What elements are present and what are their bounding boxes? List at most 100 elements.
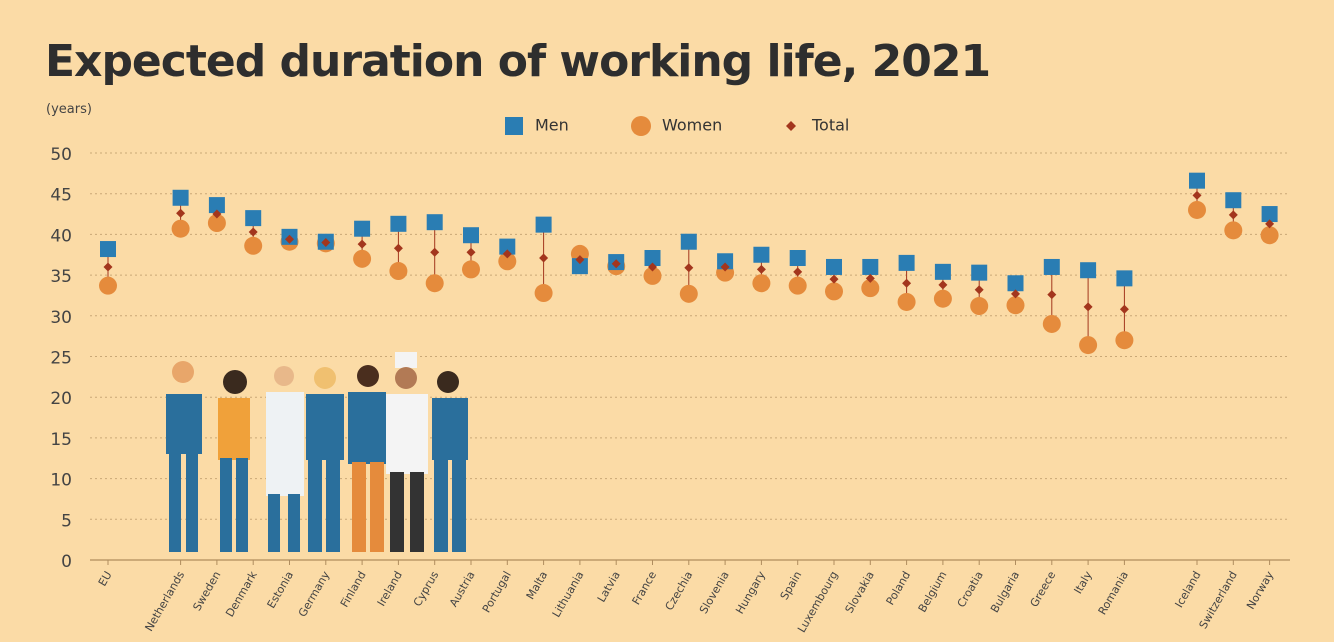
women-marker [752,274,771,293]
total-marker [1083,302,1093,312]
women-marker [99,276,117,295]
total-marker [1119,304,1129,314]
y-tick-label: 45 [50,186,72,206]
total-marker [865,273,875,283]
men-marker [717,253,734,270]
women-marker [534,284,553,303]
women-marker [679,284,698,303]
women-marker [498,252,517,271]
women-marker [1224,221,1243,240]
women-marker [389,262,408,281]
legend-marker [505,117,523,135]
total-marker [502,249,512,259]
total-marker [321,238,331,248]
men-marker [571,258,588,275]
men-marker [208,197,225,214]
women-marker [643,266,662,285]
women-marker [462,260,480,279]
men-marker [100,241,116,258]
y-tick-label: 30 [50,308,72,328]
legend-label: Total [811,116,849,135]
women-marker [861,279,880,298]
total-marker [466,247,476,257]
women-marker [1188,200,1206,219]
total-marker [902,278,912,288]
y-tick-label: 5 [61,511,72,531]
men-marker [898,254,915,271]
total-marker [720,262,730,272]
chart-title: Expected duration of working life, 2021 [45,36,990,87]
y-tick-label: 25 [50,349,72,369]
y-tick-label: 50 [50,145,72,165]
illustration [166,352,468,552]
men-marker [1261,206,1278,223]
men-marker [753,246,770,263]
men-marker [826,258,842,275]
total-marker [539,253,549,263]
y-tick-label: 0 [61,552,72,572]
men-marker [354,220,371,237]
men-marker [862,258,879,275]
women-marker [244,236,263,255]
y-tick-label: 10 [50,471,72,491]
women-marker [897,292,916,311]
total-marker [611,259,621,269]
women-marker [970,297,989,316]
y-axis-label: (years) [46,102,92,117]
total-marker [393,243,403,253]
men-marker [172,189,189,206]
women-marker [425,274,444,293]
men-marker [971,264,988,281]
women-marker [1042,314,1061,333]
y-tick-label: 35 [50,267,72,287]
total-marker [575,255,585,265]
women-marker [1006,296,1025,315]
total-marker [648,262,657,272]
men-marker [680,233,697,250]
total-marker [756,264,766,274]
men-marker [463,227,479,244]
women-marker [171,219,190,238]
total-marker [248,227,258,237]
men-marker [426,214,443,231]
legend-label: Women [662,116,722,135]
women-marker [1079,336,1098,355]
men-marker [499,238,516,255]
women-marker [933,289,952,308]
total-marker [176,208,186,218]
men-marker [245,210,262,227]
men-marker [1007,275,1024,292]
men-marker [1043,258,1060,275]
total-marker [1011,289,1020,299]
total-marker [357,239,367,249]
women-marker [825,282,843,301]
y-tick-label: 20 [50,389,72,409]
y-tick-label: 40 [50,226,72,246]
men-marker [1080,262,1097,279]
total-marker [829,274,839,284]
legend-marker [631,116,651,136]
y-tick-label: 15 [50,430,72,450]
total-marker [285,234,294,244]
women-marker [1260,226,1279,245]
legend-marker [786,121,796,131]
total-marker [1192,190,1202,200]
men-marker [1189,172,1205,189]
total-marker [103,262,113,272]
total-marker [974,285,984,295]
men-marker [390,215,407,232]
women-marker [207,214,226,233]
men-marker [1116,270,1133,287]
women-marker [788,276,807,295]
men-marker [1225,192,1242,209]
men-marker [535,216,552,233]
total-marker [938,280,948,290]
total-marker [1228,210,1238,220]
men-marker [789,250,806,267]
total-marker [212,209,222,219]
legend-label: Men [535,116,569,135]
total-marker [1047,290,1057,300]
men-marker [644,250,661,267]
